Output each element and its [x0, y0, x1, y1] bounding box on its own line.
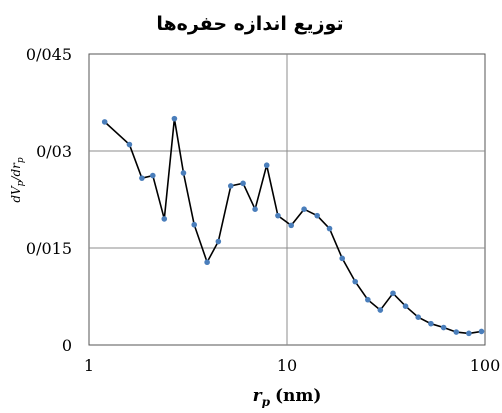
data-point: [171, 115, 178, 122]
data-point: [215, 238, 222, 245]
data-point: [161, 216, 168, 222]
data-point: [377, 307, 384, 313]
x-axis-label-var: r: [253, 386, 263, 406]
data-point: [314, 212, 320, 219]
y-tick-label: 0: [62, 336, 72, 355]
grid-lines: [89, 54, 485, 345]
data-point: [263, 162, 270, 169]
data-point: [466, 330, 472, 337]
data-series: [101, 115, 485, 337]
data-point: [440, 324, 447, 331]
data-point: [415, 314, 422, 320]
data-point: [352, 278, 358, 285]
x-axis-label-unit: (nm): [275, 386, 321, 406]
y-axis-label-var: dV: [9, 185, 23, 203]
data-point: [101, 119, 108, 125]
data-point: [204, 259, 210, 266]
x-tick-label: 100: [470, 356, 501, 375]
x-axis-label: rp (nm): [253, 386, 322, 408]
data-point: [252, 206, 258, 212]
y-axis-label-sub: p: [16, 180, 26, 186]
data-point: [126, 141, 133, 148]
y-tick-label: 0/03: [36, 142, 72, 161]
data-point: [478, 328, 485, 335]
data-point: [288, 222, 294, 229]
data-point: [390, 290, 396, 297]
data-point: [301, 206, 307, 212]
x-tick-label: 1: [84, 356, 94, 375]
data-point: [227, 183, 234, 189]
data-point: [326, 225, 333, 232]
data-point: [453, 329, 460, 335]
data-point: [180, 170, 187, 176]
x-tick-label: 10: [277, 356, 297, 375]
data-point: [240, 180, 246, 187]
data-point: [339, 255, 345, 262]
data-point: [275, 212, 281, 219]
data-point: [191, 221, 198, 228]
data-point: [428, 320, 434, 327]
axis-ticks: 0 0/015 0/03 0/045 1 10 100: [26, 45, 500, 375]
chart-title: توزیع اندازه حفره‌ها: [156, 13, 343, 35]
data-point: [139, 175, 145, 181]
y-axis-label-sub2: p: [16, 157, 26, 163]
y-axis-label-mid: /dr: [9, 162, 23, 182]
data-point: [402, 303, 409, 310]
data-point: [365, 296, 371, 303]
y-tick-label: 0/045: [26, 45, 72, 64]
y-axis-label: dVp/drp: [9, 157, 26, 203]
x-axis-label-sub: p: [262, 395, 271, 408]
data-point: [149, 172, 156, 179]
y-tick-label: 0/015: [26, 239, 72, 258]
